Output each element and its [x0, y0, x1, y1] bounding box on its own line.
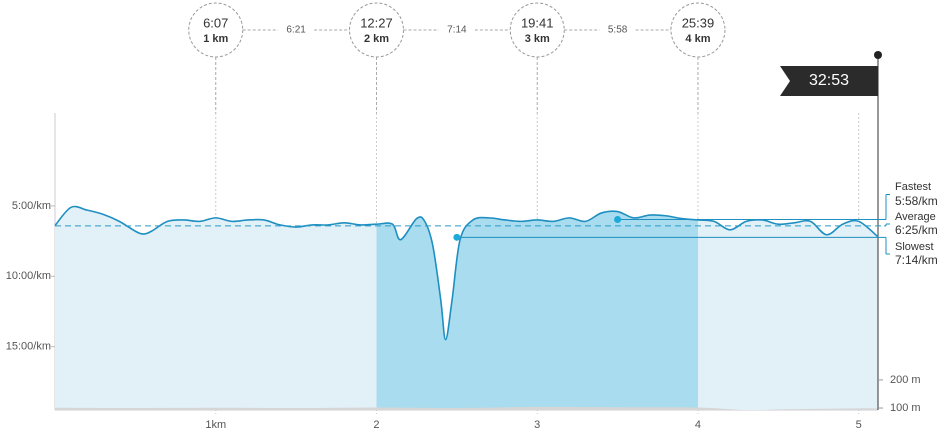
summary-dot [614, 216, 622, 224]
x-tick-label: 3 [534, 419, 540, 431]
elevation-area [55, 406, 878, 411]
split-circle [670, 2, 726, 58]
finish-flag [780, 66, 878, 96]
x-tick-label: 1km [205, 419, 226, 431]
split-distance: 2 km [364, 33, 389, 45]
legend-value: 6:25/km [895, 223, 938, 237]
finish-dot [874, 51, 882, 59]
y2-tick-label: 200 m [890, 374, 921, 386]
pace-line [54, 205, 879, 341]
split-pace: 6:21 [286, 25, 306, 36]
x-tick-label: 5 [856, 419, 862, 431]
split-distance: 3 km [525, 33, 550, 45]
summary-dot [453, 233, 461, 241]
legend-value: 5:58/km [895, 194, 938, 208]
split-time: 25:39 [682, 15, 715, 30]
y-tick-label: 15:00/km [6, 341, 51, 353]
x-tick-label: 2 [373, 419, 379, 431]
legend-label: Fastest [895, 181, 931, 193]
split-time: 6:07 [203, 15, 228, 30]
split-time: 19:41 [521, 15, 554, 30]
y-tick-label: 10:00/km [6, 270, 51, 282]
finish-time: 32:53 [809, 72, 849, 89]
x-tick-label: 4 [695, 419, 701, 431]
split-distance: 1 km [203, 33, 228, 45]
y-tick-label: 5:00/km [12, 200, 51, 212]
split-pace: 7:14 [447, 25, 467, 36]
split-pace: 5:58 [608, 25, 628, 36]
legend-label: Average [895, 211, 936, 223]
legend-value: 7:14/km [895, 253, 938, 267]
split-distance: 4 km [685, 33, 710, 45]
split-time: 12:27 [360, 15, 393, 30]
legend-label: Slowest [895, 241, 934, 253]
y2-tick-label: 100 m [890, 402, 921, 414]
